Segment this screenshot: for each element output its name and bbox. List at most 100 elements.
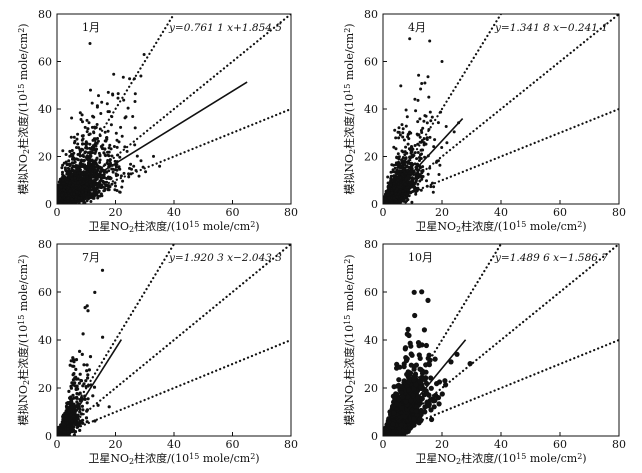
data-point [407,183,411,187]
data-point [73,199,77,203]
data-point [386,193,390,197]
data-point [107,169,111,173]
data-point [437,173,441,176]
data-point [425,121,429,125]
data-point [428,39,432,43]
data-point [394,176,398,180]
data-point [426,75,430,79]
data-point [71,183,75,187]
data-point [59,185,63,189]
y-tick-label: 80 [38,8,52,21]
data-point [417,173,421,177]
data-point [62,182,66,185]
data-point [81,142,85,146]
data-point [89,183,93,187]
data-point [397,155,401,159]
data-point [126,106,130,110]
data-point [117,140,121,144]
data-point [78,428,82,432]
data-point [452,130,456,134]
data-point [120,134,124,138]
data-point [76,164,80,168]
data-point [75,137,79,141]
data-point [406,188,410,192]
data-point [87,121,91,125]
reference-line-1 [57,244,176,436]
data-point [63,200,67,204]
data-point [93,188,97,192]
data-point [80,148,84,152]
data-point [401,194,404,197]
data-point [97,190,101,194]
data-point [109,161,112,165]
y-tick-label: 40 [364,103,378,116]
data-point [57,193,61,197]
data-point [70,152,73,156]
data-point [79,118,83,121]
data-point [416,120,420,124]
reference-line-3 [383,107,619,204]
data-point [85,175,89,178]
data-point [98,158,102,162]
data-point [393,128,397,132]
data-point [83,163,87,167]
data-point [74,197,78,201]
data-point [85,182,89,186]
data-point [105,183,109,187]
data-point [58,201,62,204]
data-point [88,172,91,176]
data-point [133,143,137,147]
data-point [86,127,90,131]
data-point [411,181,415,185]
data-point [425,179,428,183]
data-point [404,145,408,149]
x-tick-label: 40 [167,206,181,219]
data-point [429,119,433,123]
data-point [121,75,125,79]
data-point [389,198,393,202]
data-point [421,126,425,130]
data-point [414,109,418,113]
data-point [403,196,407,200]
data-point [86,162,90,166]
data-point [139,74,143,78]
month-label: 1月 [82,21,100,34]
data-point [433,138,437,142]
data-point [77,381,81,385]
data-point [81,153,85,157]
data-point [98,166,102,170]
data-point [116,92,120,96]
data-point [152,154,155,158]
y-tick-label: 60 [38,56,52,69]
data-point [398,133,402,137]
data-point [61,170,64,174]
data-point [403,150,407,154]
data-point [128,77,132,81]
data-point [417,73,421,77]
data-point [144,170,148,174]
data-point [133,126,137,130]
data-point [82,382,86,386]
data-point [116,153,120,157]
data-point [75,400,79,404]
data-point [411,177,415,181]
data-point [439,110,443,114]
data-point [106,110,110,114]
data-point [81,408,85,412]
y-tick-label: 40 [38,103,52,116]
data-point [108,177,112,181]
data-point [398,176,402,180]
data-point [416,170,420,174]
data-point [119,174,123,178]
data-point [125,149,129,153]
data-point [80,412,84,416]
data-point [100,268,105,272]
data-point [132,77,136,81]
month-label: 4月 [408,21,426,34]
data-point [103,153,107,157]
data-point [404,200,408,204]
data-point [72,135,76,139]
data-point [71,383,75,387]
data-point [100,146,104,149]
